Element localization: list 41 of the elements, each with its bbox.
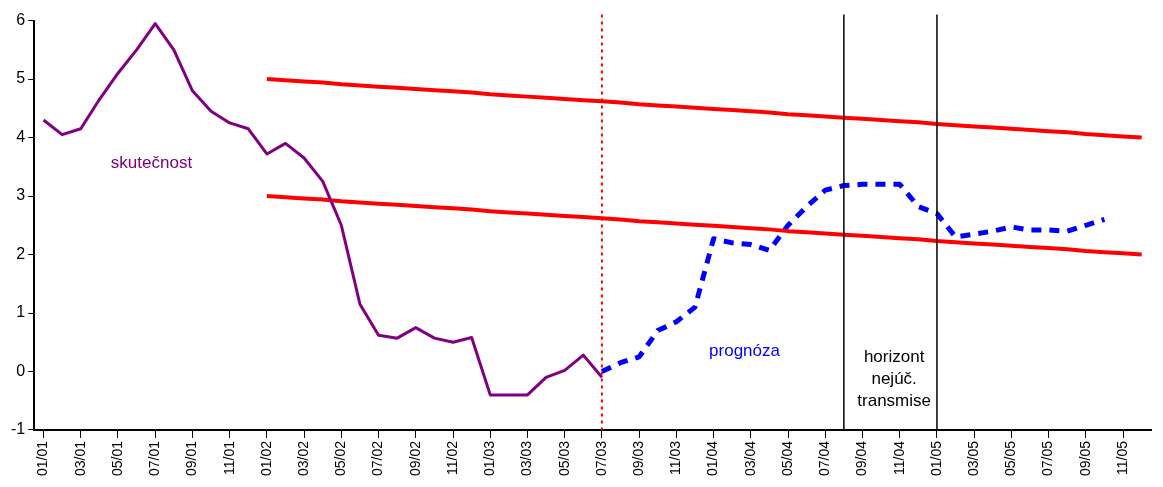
x-tick-label: 03/04 xyxy=(741,440,758,477)
x-tick-label: 03/02 xyxy=(294,440,311,477)
text: prognóza xyxy=(709,341,781,361)
x-tick-label: 07/02 xyxy=(369,440,386,477)
x-tick-label: 09/05 xyxy=(1076,440,1093,477)
y-tick-label: 3 xyxy=(16,186,26,204)
x-tick-label: 09/02 xyxy=(406,440,423,477)
x-tick-label: 01/01 xyxy=(34,440,51,477)
text: skutečnost xyxy=(110,152,193,172)
x-tick-label: 07/01 xyxy=(146,440,163,477)
x-tick-label: 03/05 xyxy=(965,440,982,477)
x-tick-label: 01/02 xyxy=(257,440,274,477)
y-tick-label: -1 xyxy=(10,420,26,438)
y-tick-label: 1 xyxy=(16,303,26,321)
x-tick-label: 05/03 xyxy=(555,440,572,477)
y-tick-label: 4 xyxy=(16,127,26,145)
y-tick-label: 6 xyxy=(16,11,26,29)
x-tick-label: 01/05 xyxy=(927,440,944,477)
annotation: horizont nejúč. transmise xyxy=(857,346,931,410)
x-tick-label: 01/03 xyxy=(481,440,498,477)
x-tick-label: 11/04 xyxy=(890,440,907,475)
x-tick-label: 03/03 xyxy=(518,440,535,477)
x-tick-label: 11/01 xyxy=(220,440,237,475)
y-tick-label: 2 xyxy=(16,244,26,262)
x-tick-label: 11/03 xyxy=(667,440,684,475)
x-tick-label: 11/05 xyxy=(1113,440,1130,475)
x-tick-label: 09/03 xyxy=(630,440,646,477)
x-tick-label: 09/04 xyxy=(853,440,870,477)
x-tick-label: 07/05 xyxy=(1039,440,1056,477)
y-tick-label: 5 xyxy=(16,69,26,87)
y-tick-label: 0 xyxy=(16,361,26,379)
x-tick-label: 11/02 xyxy=(443,440,460,475)
x-tick-label: 01/04 xyxy=(704,440,721,477)
x-tick-label: 05/02 xyxy=(332,440,349,477)
x-tick-label: 03/01 xyxy=(71,440,88,477)
x-tick-label: 05/04 xyxy=(778,440,795,477)
x-tick-label: 05/05 xyxy=(1002,440,1019,477)
x-tick-label: 09/01 xyxy=(183,440,200,477)
x-tick-label: 07/03 xyxy=(592,440,609,477)
x-tick-label: 07/04 xyxy=(816,440,833,477)
x-tick-label: 05/01 xyxy=(108,440,125,477)
